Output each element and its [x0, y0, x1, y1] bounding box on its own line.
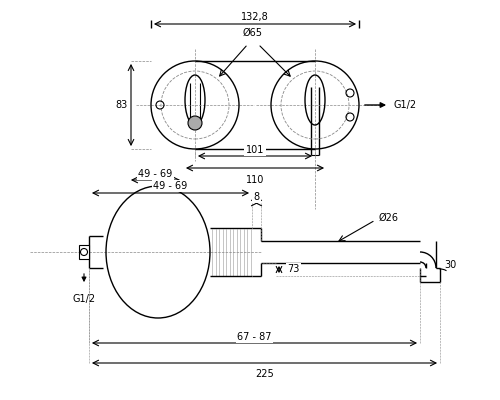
Text: 30: 30 — [444, 260, 456, 270]
Text: 49 - 69: 49 - 69 — [138, 169, 172, 179]
Circle shape — [188, 116, 202, 130]
Text: G1/2: G1/2 — [394, 100, 417, 110]
Text: Ø26: Ø26 — [378, 213, 398, 223]
Text: 8: 8 — [254, 192, 260, 202]
Text: 73: 73 — [287, 264, 300, 274]
Text: 67 - 87: 67 - 87 — [238, 332, 272, 342]
Text: 101: 101 — [246, 145, 264, 155]
Text: G1/2: G1/2 — [72, 294, 96, 304]
Text: 225: 225 — [255, 369, 274, 379]
Text: 49 - 69: 49 - 69 — [154, 181, 188, 191]
Text: Ø65: Ø65 — [243, 28, 263, 38]
Text: 83: 83 — [116, 100, 128, 110]
Text: 132,8: 132,8 — [241, 12, 269, 22]
Text: 110: 110 — [246, 175, 264, 185]
Bar — [79, 245, 89, 259]
